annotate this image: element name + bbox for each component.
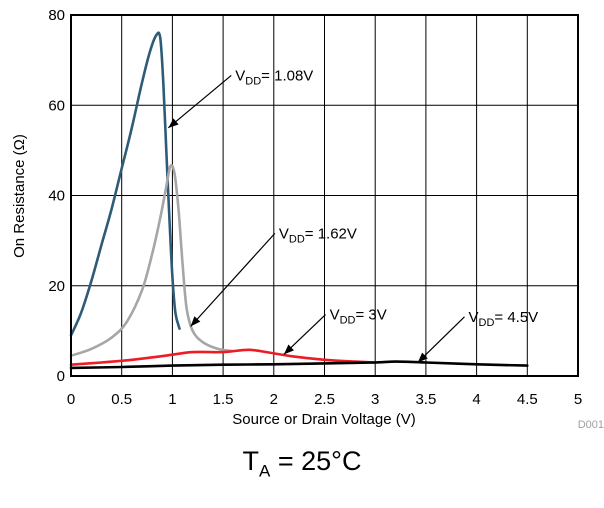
x-tick-label: 0 xyxy=(67,391,75,408)
series-label-rest: = 1.62V xyxy=(305,225,357,242)
series-label-0: VDD= 1.08V xyxy=(235,67,313,87)
annotation-arrowhead xyxy=(168,118,179,128)
series-label-rest: = 1.08V xyxy=(261,67,313,84)
y-tick-label: 20 xyxy=(48,278,65,295)
series-line-3 xyxy=(69,360,529,370)
series-label-subscript: DD xyxy=(289,233,305,245)
series-label-2: VDD= 3V xyxy=(330,307,387,327)
x-tick-label: 4 xyxy=(472,391,480,408)
series-label-1: VDD= 1.62V xyxy=(279,225,357,245)
x-tick-label: 1 xyxy=(168,391,176,408)
x-tick-label: 2 xyxy=(270,391,278,408)
x-tick-label: 1.5 xyxy=(213,391,234,408)
y-axis-label: On Resistance (Ω) xyxy=(11,134,28,258)
x-tick-label: 3.5 xyxy=(415,391,436,408)
temperature-caption: TA = 25°C xyxy=(0,446,604,481)
series-line-1 xyxy=(69,163,235,357)
series-label-subscript: DD xyxy=(340,315,356,327)
series-label-subscript: DD xyxy=(479,317,495,329)
annotation-arrowhead xyxy=(190,316,201,327)
series-label-main: V xyxy=(330,307,340,324)
y-tick-label: 40 xyxy=(48,188,65,205)
caption-rest: = 25°C xyxy=(270,446,362,476)
x-tick-label: 0.5 xyxy=(111,391,132,408)
series-label-rest: = 4.5V xyxy=(494,309,538,326)
series-label-3: VDD= 4.5V xyxy=(468,309,538,329)
annotation-leader xyxy=(417,316,465,363)
x-tick-label: 4.5 xyxy=(517,391,538,408)
series-lines xyxy=(69,31,529,370)
x-tick-label: 2.5 xyxy=(314,391,335,408)
series-line-0 xyxy=(69,31,181,337)
y-tick-label: 60 xyxy=(48,97,65,114)
caption-subscript: A xyxy=(259,461,271,481)
tick-labels: 0 0.5 1 1.5 2 2.5 3 3.5 4 4.5 5 0 20 40 60 80 xyxy=(48,7,582,408)
x-tick-label: 3 xyxy=(371,391,379,408)
x-axis-label: Source or Drain Voltage (V) xyxy=(232,411,415,428)
x-tick-label: 5 xyxy=(574,391,582,408)
annotation-leader xyxy=(167,74,232,129)
series-label-main: V xyxy=(235,67,245,84)
figure-id-label: D001 xyxy=(578,419,604,431)
y-tick-label: 0 xyxy=(57,368,65,385)
plot-frame xyxy=(70,14,579,377)
series-label-main: V xyxy=(279,225,289,242)
series-label-main: V xyxy=(468,309,478,326)
series-label-subscript: DD xyxy=(245,75,261,87)
series-line-2 xyxy=(69,348,377,366)
caption-main: T xyxy=(242,446,260,476)
series-label-rest: = 3V xyxy=(355,307,386,324)
annotation-arrowhead xyxy=(283,344,294,355)
annotation-arrowhead xyxy=(417,352,428,363)
annotation-leader xyxy=(190,232,276,327)
y-tick-label: 80 xyxy=(48,7,65,24)
